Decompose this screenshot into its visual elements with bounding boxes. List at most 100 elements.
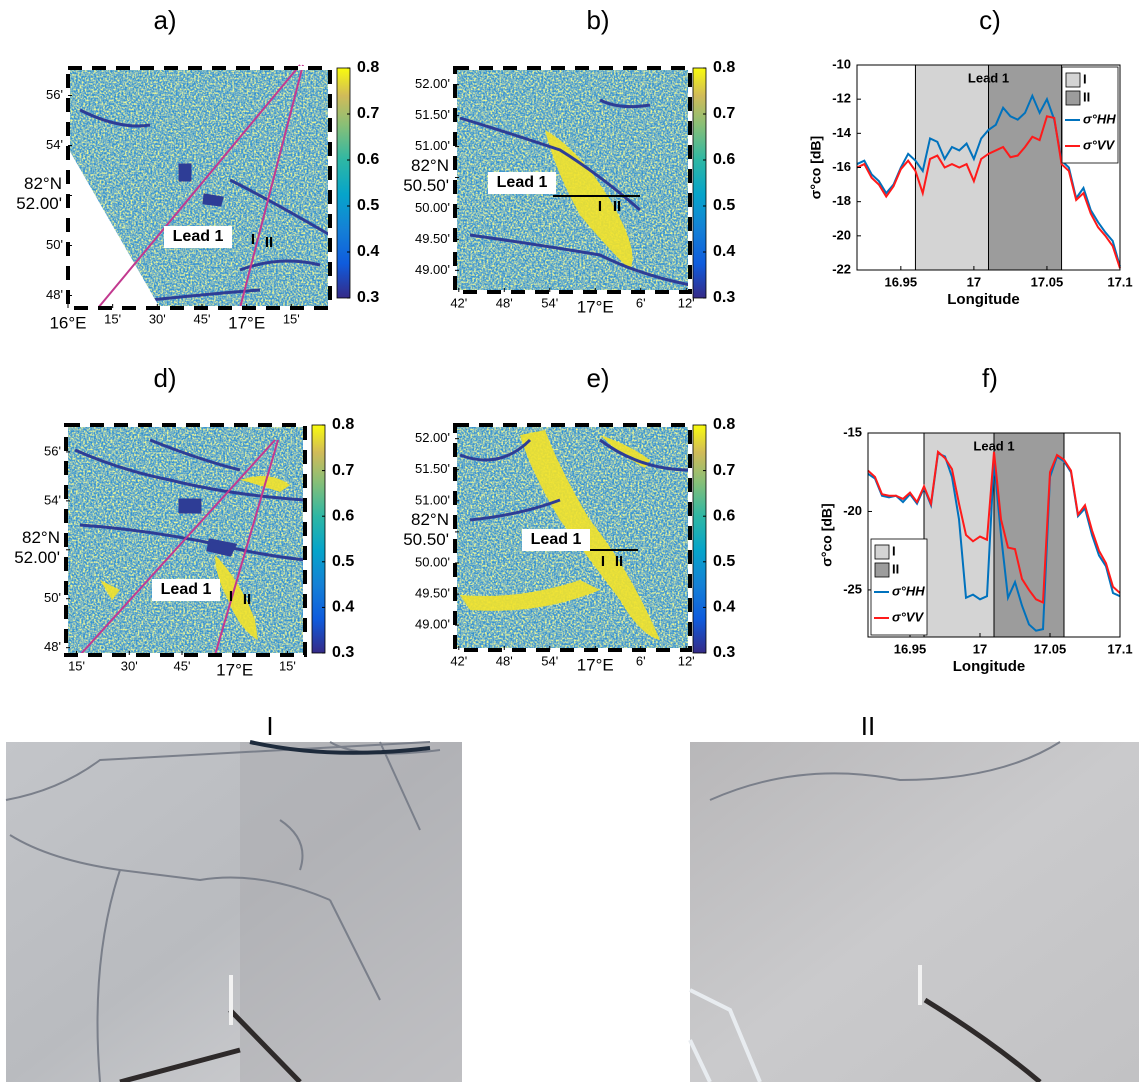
- y-tick-label: -25: [843, 581, 862, 596]
- x-tick-label: 54': [541, 653, 558, 668]
- legend-swatch: [1065, 72, 1081, 88]
- y-tick-label-text: 82°N 50.50': [403, 155, 449, 195]
- annotation: Lead 1: [968, 70, 1009, 85]
- annotation: Lead 1: [973, 438, 1014, 453]
- x-tick-label: 15': [68, 658, 85, 673]
- photo-title: II: [861, 711, 875, 741]
- x-tick-label: 6': [636, 653, 646, 668]
- y-tick-label: -15: [843, 424, 862, 439]
- legend-label: II: [892, 561, 899, 576]
- colorbar-tick-label: 0.3: [357, 289, 379, 306]
- annotation: Lead 1: [497, 174, 548, 191]
- x-tick-label: 45': [174, 658, 191, 673]
- colorbar: [336, 67, 351, 299]
- plot-frame: [867, 432, 1121, 638]
- y-tick-label: 48': [46, 287, 63, 302]
- colorbar-tick-label: 0.5: [357, 197, 379, 214]
- annotation: II: [243, 591, 251, 608]
- colorbar-tick-label: 0.7: [332, 462, 354, 479]
- annotation: II: [265, 234, 273, 251]
- photo-title: I: [266, 711, 273, 741]
- colorbar-tick-label: 0.8: [357, 59, 379, 76]
- annotation-box: [164, 226, 232, 248]
- colorbar-tick-label: 0.3: [713, 644, 735, 661]
- x-tick-label: 17°E: [228, 313, 265, 332]
- colorbar-tick-label: 0.8: [713, 416, 735, 433]
- y-tick-label: -10: [832, 56, 851, 71]
- legend-label: I: [1083, 71, 1087, 86]
- annotation: Lead 1: [161, 581, 212, 598]
- colorbar-tick-label: 0.7: [357, 105, 379, 122]
- panel-title: c): [979, 5, 1001, 35]
- colorbar-tick-label: 0.6: [332, 507, 354, 524]
- y-tick-label: 50': [46, 237, 63, 252]
- x-axis-label: Longitude: [953, 658, 1025, 675]
- x-tick-label: 30': [149, 311, 166, 326]
- annotation: Lead 1: [173, 228, 224, 245]
- y-axis-label: σ°co [dB]: [808, 136, 824, 199]
- y-tick-label: 82°N 50.50': [403, 155, 449, 195]
- panel-title: f): [982, 363, 998, 393]
- panel-title: a): [153, 5, 176, 35]
- annotation: I: [598, 198, 602, 215]
- y-tick-label: 49.50': [415, 585, 450, 600]
- colorbar-tick-label: 0.4: [713, 599, 735, 616]
- y-tick-label: 56': [46, 87, 63, 102]
- legend-swatch: [1065, 90, 1081, 106]
- annotation: Lead 1: [531, 531, 582, 548]
- x-tick-label: 42': [450, 653, 467, 668]
- legend-label: II: [1083, 89, 1090, 104]
- y-tick-label: 48': [44, 639, 61, 654]
- legend-label: σ°VV: [892, 609, 924, 624]
- x-tick-label: 17.1: [1107, 274, 1132, 289]
- colorbar-tick-label: 0.7: [713, 105, 735, 122]
- x-tick-label: 42': [450, 295, 467, 310]
- y-tick-label: 54': [44, 492, 61, 507]
- y-tick-label: -14: [832, 125, 852, 140]
- y-tick-label-text: 82°N 52.00': [14, 527, 60, 568]
- x-tick-label: 45': [194, 311, 211, 326]
- y-tick-label: 56': [44, 443, 61, 458]
- x-tick-label: 15': [104, 311, 121, 326]
- y-tick-label: 82°N 50.50': [403, 510, 449, 549]
- y-tick-label: -16: [832, 159, 851, 174]
- y-axis-label: σ°co [dB]: [819, 503, 835, 566]
- y-tick-label: 51.50': [415, 461, 450, 476]
- x-tick-label: 17.05: [1031, 274, 1064, 289]
- annotation: I: [601, 553, 605, 570]
- panel-title: b): [586, 5, 609, 35]
- panel-title: d): [153, 363, 176, 393]
- colorbar-tick-label: 0.4: [357, 243, 379, 260]
- y-tick-label: 82°N 52.00': [14, 527, 60, 568]
- legend-label: σ°HH: [1083, 111, 1116, 126]
- legend-swatch: [874, 562, 890, 578]
- legend-label: σ°HH: [892, 583, 925, 598]
- x-axis-label: Longitude: [947, 291, 1019, 308]
- y-tick-label: -12: [832, 91, 851, 106]
- annotation: I: [251, 231, 255, 248]
- panel-title: e): [586, 363, 609, 393]
- photo-1: [5, 740, 462, 1082]
- x-tick-label: 17: [973, 641, 987, 656]
- x-tick-label: 16°E: [49, 313, 86, 332]
- x-tick-label: 17°E: [577, 655, 614, 674]
- colorbar-tick-label: 0.5: [713, 197, 735, 214]
- legend-label: I: [892, 543, 896, 558]
- legend-swatch: [874, 544, 890, 560]
- y-tick-label: 49.00': [415, 617, 450, 632]
- x-tick-label: 12': [678, 295, 695, 310]
- photo-2: [688, 741, 1139, 1082]
- y-tick-label: 52.00': [415, 76, 450, 91]
- colorbar-tick-label: 0.6: [713, 507, 735, 524]
- colorbar: [692, 67, 707, 299]
- annotation-box: [522, 529, 590, 551]
- y-tick-label: -20: [843, 503, 862, 518]
- x-tick-label: 6': [636, 295, 646, 310]
- y-tick-label: 51.00': [415, 138, 450, 153]
- legend-label: σ°VV: [1083, 137, 1115, 152]
- colorbar-tick-label: 0.3: [713, 289, 735, 306]
- x-tick-label: 16.95: [885, 274, 918, 289]
- y-tick-label: 52.00': [415, 430, 450, 445]
- annotation-box: [488, 172, 556, 194]
